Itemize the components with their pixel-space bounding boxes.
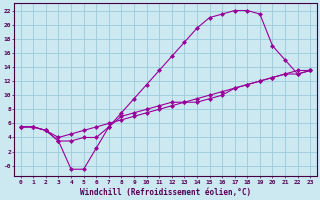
X-axis label: Windchill (Refroidissement éolien,°C): Windchill (Refroidissement éolien,°C) — [80, 188, 251, 197]
